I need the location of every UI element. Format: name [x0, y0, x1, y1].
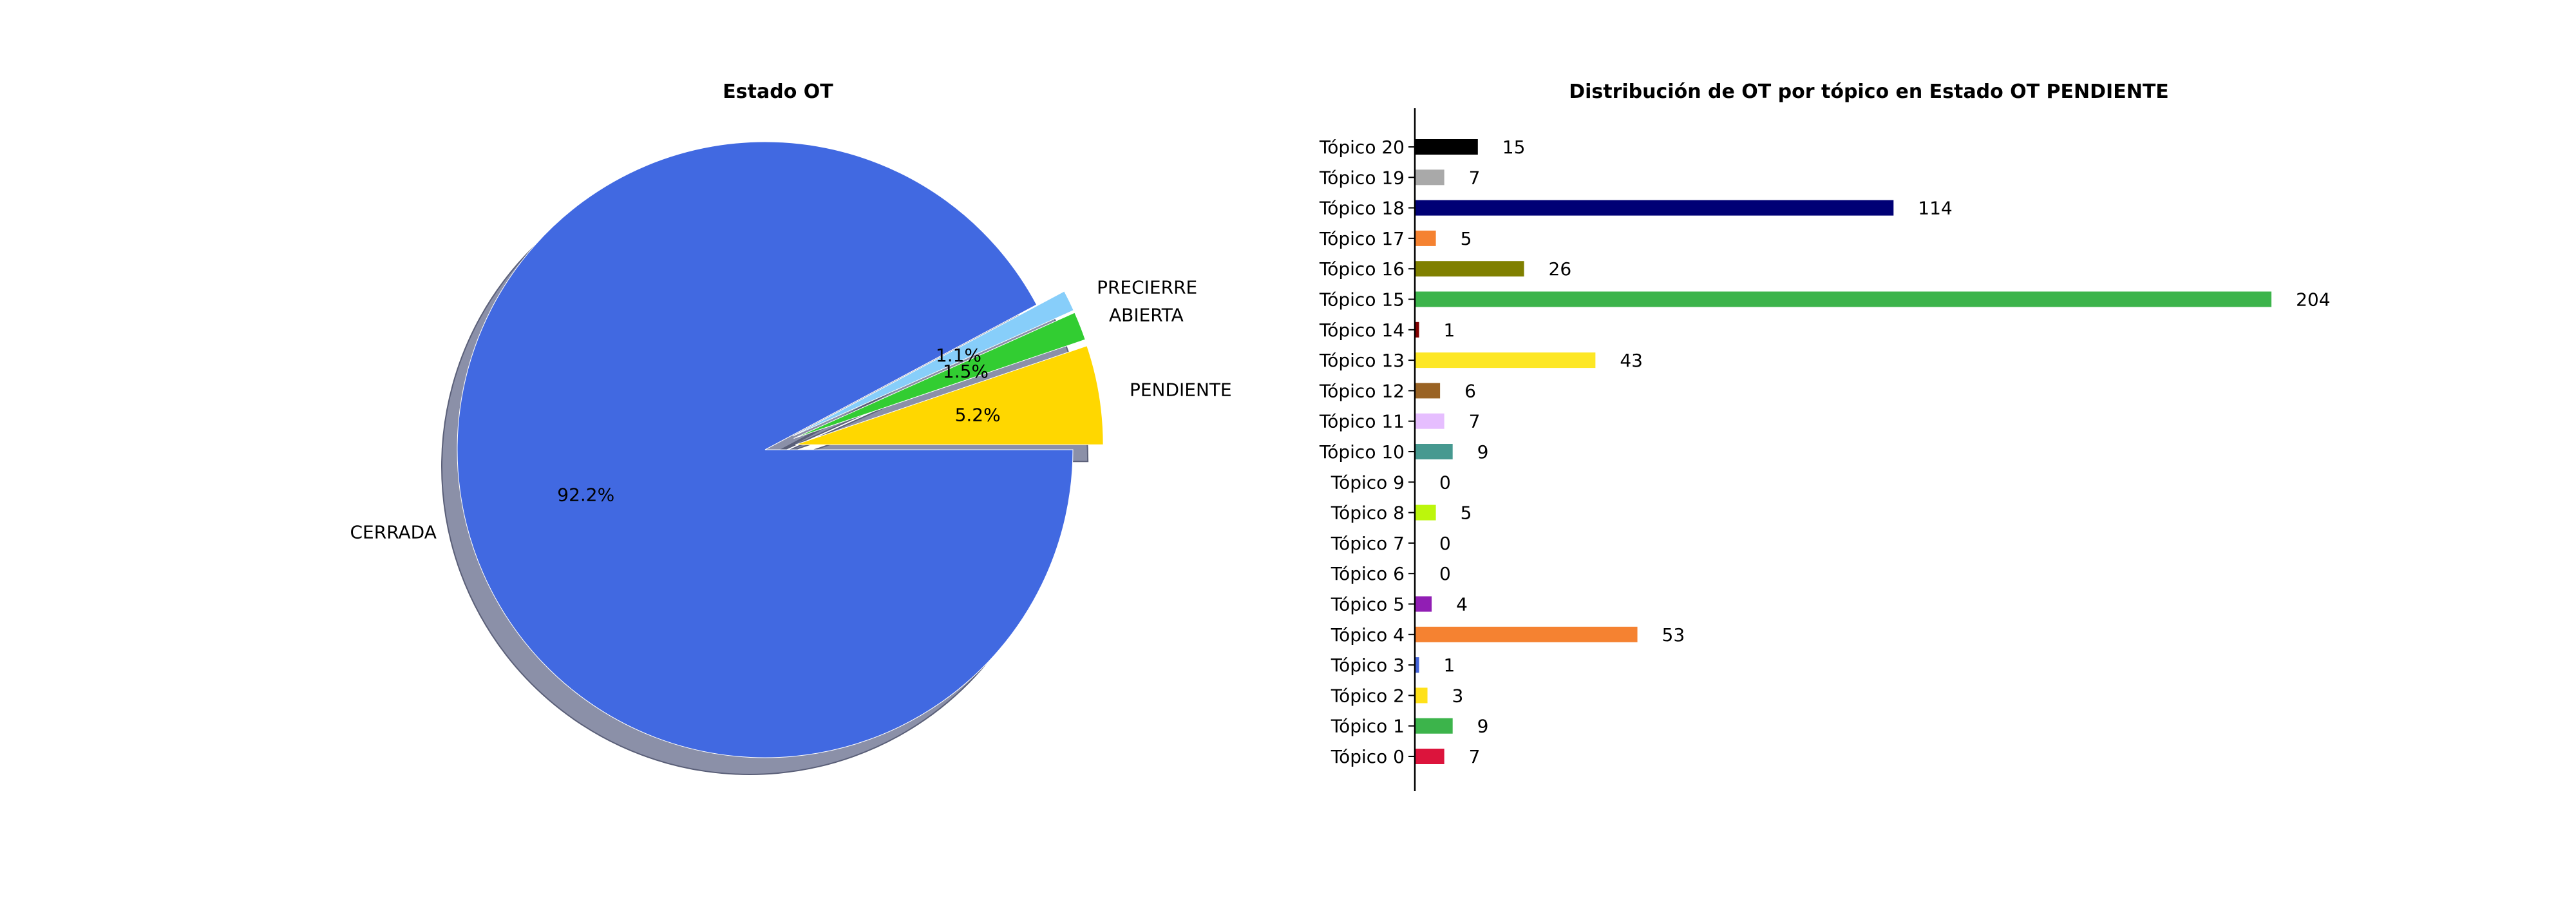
bar-title: Distribución de OT por tópico en Estado … [1569, 81, 2169, 103]
y-tick-label-t-pico-16: Tópico 16 [1319, 258, 1405, 280]
bar-t-pico-19 [1415, 169, 1444, 186]
y-tick-label-t-pico-13: Tópico 13 [1319, 350, 1405, 371]
y-tick-label-t-pico-4: Tópico 4 [1331, 624, 1405, 646]
y-tick-label-t-pico-6: Tópico 6 [1331, 563, 1405, 584]
value-label-t-pico-1: 9 [1477, 716, 1489, 737]
bar-t-pico-10 [1415, 444, 1453, 459]
bar-t-pico-5 [1415, 596, 1432, 612]
bar-t-pico-18 [1415, 200, 1894, 216]
bar-t-pico-14 [1415, 321, 1419, 338]
bar-t-pico-13 [1415, 352, 1596, 369]
pie-pct-cerrada: 92.2% [557, 485, 614, 506]
value-label-t-pico-10: 9 [1477, 441, 1489, 463]
pie-label-pendiente: PENDIENTE [1130, 379, 1232, 401]
value-label-t-pico-20: 15 [1502, 137, 1526, 158]
y-tick-label-t-pico-17: Tópico 17 [1319, 228, 1405, 249]
value-label-t-pico-15: 204 [2296, 289, 2330, 311]
bar-t-pico-12 [1415, 383, 1441, 399]
bar-chart: Distribución de OT por tópico en Estado … [1319, 81, 2331, 791]
value-label-t-pico-12: 6 [1464, 380, 1476, 401]
value-label-t-pico-19: 7 [1469, 167, 1481, 188]
value-label-t-pico-3: 1 [1444, 655, 1455, 676]
value-label-t-pico-6: 0 [1439, 563, 1451, 584]
value-label-t-pico-11: 7 [1469, 411, 1481, 432]
bar-t-pico-16 [1415, 261, 1524, 277]
pie-pct-pendiente: 5.2% [955, 405, 1001, 426]
y-tick-label-t-pico-9: Tópico 9 [1331, 472, 1405, 493]
pie-slice-cerrada [457, 141, 1074, 758]
bar-t-pico-1 [1415, 718, 1453, 734]
value-label-t-pico-9: 0 [1439, 472, 1451, 493]
pie-label-precierre: PRECIERRE [1097, 277, 1197, 298]
y-tick-label-t-pico-3: Tópico 3 [1331, 655, 1405, 676]
pie-slice-pendiente [795, 345, 1104, 445]
y-tick-label-t-pico-15: Tópico 15 [1319, 289, 1405, 311]
pie-label-abierta: ABIERTA [1109, 305, 1184, 326]
bar-t-pico-15 [1415, 291, 2272, 307]
bar-t-pico-3 [1415, 657, 1419, 673]
bar-t-pico-8 [1415, 504, 1436, 521]
y-tick-label-t-pico-0: Tópico 0 [1331, 746, 1405, 767]
bar-t-pico-0 [1415, 749, 1444, 764]
value-label-t-pico-7: 0 [1439, 533, 1451, 554]
pie-chart: Estado OT CERRADA 92.2% PENDIENTE 5.2% ABIER… [350, 81, 1232, 775]
value-label-t-pico-5: 4 [1456, 594, 1468, 615]
y-tick-label-t-pico-19: Tópico 19 [1319, 167, 1405, 188]
y-tick-label-t-pico-7: Tópico 7 [1331, 533, 1405, 554]
value-label-t-pico-14: 1 [1444, 320, 1455, 341]
bar-t-pico-17 [1415, 230, 1436, 246]
y-tick-label-t-pico-1: Tópico 1 [1331, 716, 1405, 737]
pie-label-cerrada: CERRADA [350, 522, 437, 543]
y-tick-label-t-pico-20: Tópico 20 [1319, 137, 1405, 158]
pie-pct-abierta: 1.5% [943, 361, 989, 382]
value-label-t-pico-2: 3 [1452, 685, 1464, 706]
pie-slice-precierre [792, 291, 1074, 437]
bar-ticks: Tópico 0 Tópico 1 Tópico 2 Tópico 3 Tópico 4… [1319, 137, 1415, 767]
y-tick-label-t-pico-10: Tópico 10 [1319, 441, 1405, 463]
value-label-t-pico-16: 26 [1549, 258, 1572, 280]
y-tick-label-t-pico-5: Tópico 5 [1331, 594, 1405, 615]
y-tick-label-t-pico-12: Tópico 12 [1319, 380, 1405, 401]
y-tick-label-t-pico-8: Tópico 8 [1331, 503, 1405, 524]
value-label-t-pico-13: 43 [1620, 350, 1643, 371]
y-tick-label-t-pico-11: Tópico 11 [1319, 411, 1405, 432]
pie-slice-abierta [793, 312, 1086, 439]
pie-title: Estado OT [723, 81, 833, 103]
value-label-t-pico-17: 5 [1461, 228, 1472, 249]
y-tick-label-t-pico-18: Tópico 18 [1319, 198, 1405, 219]
pie-slices [457, 141, 1104, 758]
y-tick-label-t-pico-14: Tópico 14 [1319, 320, 1405, 341]
value-label-t-pico-18: 114 [1918, 198, 1952, 219]
value-label-t-pico-0: 7 [1469, 746, 1481, 767]
value-label-t-pico-8: 5 [1461, 503, 1472, 524]
value-label-t-pico-4: 53 [1662, 624, 1685, 646]
bar-t-pico-2 [1415, 687, 1428, 704]
bar-t-pico-11 [1415, 413, 1444, 429]
pie-labels: CERRADA 92.2% PENDIENTE 5.2% ABIERTA 1.5% PREC… [350, 277, 1232, 543]
y-tick-label-t-pico-2: Tópico 2 [1331, 685, 1405, 706]
bar-t-pico-20 [1415, 139, 1478, 155]
pie-pct-precierre: 1.1% [936, 345, 981, 366]
bar-t-pico-4 [1415, 626, 1638, 642]
